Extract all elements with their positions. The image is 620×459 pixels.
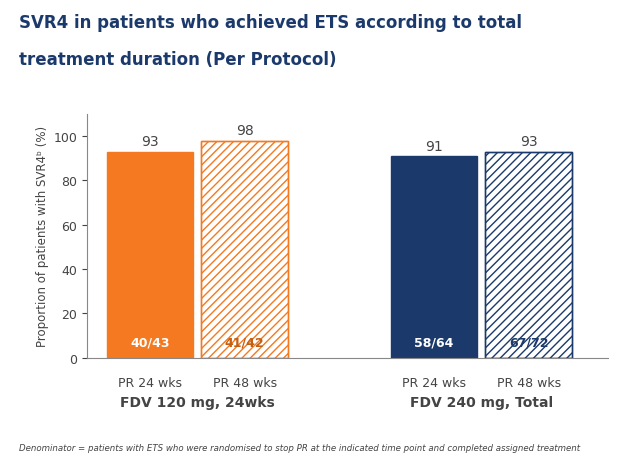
Text: 58/64: 58/64 [414, 336, 454, 349]
Bar [485, 152, 572, 358]
Text: treatment duration (Per Protocol): treatment duration (Per Protocol) [19, 50, 336, 68]
Text: SVR4 in patients who achieved ETS according to total: SVR4 in patients who achieved ETS accord… [19, 14, 521, 32]
Y-axis label: Proportion of patients with SVR4ᵇ (%): Proportion of patients with SVR4ᵇ (%) [36, 126, 49, 347]
Text: 40/43: 40/43 [130, 336, 170, 349]
Text: Denominator = patients with ETS who were randomised to stop PR at the indicated : Denominator = patients with ETS who were… [19, 443, 580, 452]
Text: 98: 98 [236, 124, 254, 138]
Text: FDV 120 mg, 24wks: FDV 120 mg, 24wks [120, 396, 275, 409]
Bar [485, 152, 572, 358]
Text: 41/42: 41/42 [225, 336, 265, 349]
Text: PR 24 wks: PR 24 wks [402, 376, 466, 389]
Text: 93: 93 [520, 135, 538, 149]
Bar [202, 141, 288, 358]
Bar [391, 157, 477, 358]
Bar [485, 152, 572, 358]
Text: PR 48 wks: PR 48 wks [213, 376, 277, 389]
Text: PR 48 wks: PR 48 wks [497, 376, 560, 389]
Bar [202, 141, 288, 358]
Text: 67/72: 67/72 [509, 336, 549, 349]
Text: 91: 91 [425, 140, 443, 153]
Text: FDV 240 mg, Total: FDV 240 mg, Total [410, 396, 553, 409]
Bar [107, 152, 193, 358]
Text: 93: 93 [141, 135, 159, 149]
Text: PR 24 wks: PR 24 wks [118, 376, 182, 389]
Bar [202, 141, 288, 358]
